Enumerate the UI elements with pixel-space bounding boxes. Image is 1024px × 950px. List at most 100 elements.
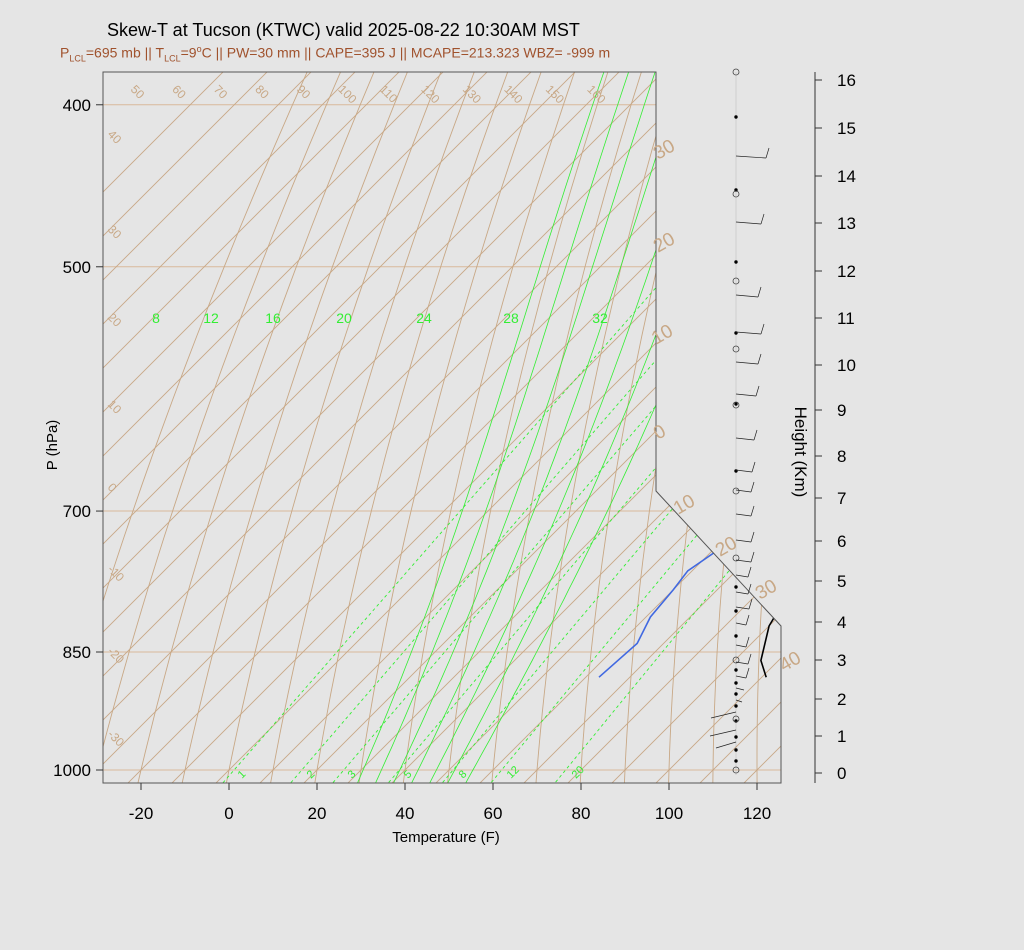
- chart-subtitle: PLCL=695 mb || TLCL=9oC || PW=30 mm || C…: [60, 44, 610, 63]
- isotherm-label-top: 70: [211, 82, 231, 102]
- dry-adiabat-line: [800, 0, 1024, 805]
- dry-adiabat-line: [310, 72, 781, 783]
- dry-adiabat-line: [712, 72, 781, 783]
- isotherm-line: [193, 72, 781, 783]
- parcel-line: [837, 0, 1024, 479]
- wind-barb: [735, 606, 750, 610]
- wind-level-dot: [734, 609, 738, 613]
- dry-adiabat-line: [103, 72, 781, 783]
- isotherm-line: [545, 72, 781, 783]
- mixing-ratio-line: [313, 104, 781, 783]
- moist-adiabat-line: [452, 72, 781, 783]
- isotherm-line: [103, 72, 781, 783]
- wind-barb: [735, 591, 749, 595]
- wind-barb: [735, 469, 753, 473]
- moist-adiabat-label: 32: [592, 310, 608, 326]
- wind-barb: [735, 361, 759, 365]
- height-tick-label: 10: [837, 356, 856, 375]
- x-tick-label: 120: [743, 804, 771, 823]
- chart-title: Skew-T at Tucson (KTWC) valid 2025-08-22…: [107, 20, 580, 40]
- y-tick-label: 700: [63, 502, 91, 521]
- isotherm-line: [898, 0, 1024, 805]
- isotherm-line: [501, 72, 781, 783]
- wind-barb-flag: [745, 667, 750, 679]
- isotherm-label-left: -30: [105, 727, 127, 749]
- moist-adiabat-label: 12: [203, 310, 219, 326]
- wind-barb: [735, 699, 743, 703]
- dry-adiabat-line: [400, 72, 781, 783]
- wind-barb-flag: [751, 461, 756, 473]
- dry-adiabat-line: [885, 0, 1024, 805]
- wind-barb-flag: [760, 323, 765, 335]
- plcl-label: P: [60, 44, 70, 61]
- wind-barb-flag: [757, 286, 762, 298]
- wind-barb-flag: [750, 551, 755, 563]
- wind-level-dot: [734, 704, 738, 708]
- wind-barb-flag: [755, 385, 760, 397]
- isotherm-line: [103, 72, 781, 783]
- moist-adiabat-label: 20: [336, 310, 352, 326]
- isotherm-label-left: 10: [105, 397, 125, 417]
- dry-adiabat-line: [578, 72, 781, 783]
- wind-barb-flag: [745, 636, 750, 648]
- isotherm-line: [413, 72, 781, 783]
- wind-level-dot: [734, 402, 738, 406]
- theta-label: 20: [650, 229, 679, 258]
- dry-adiabat-line: [926, 0, 1024, 805]
- y-tick-label: 500: [63, 258, 91, 277]
- isotherm-label-left: 30: [105, 222, 125, 242]
- wind-barb-flag: [750, 505, 755, 517]
- wind-level-dot: [734, 585, 738, 589]
- wind-barb-flag: [757, 353, 762, 365]
- isotherm-label-top: 140: [501, 82, 525, 106]
- subtitle-rest: C || PW=30 mm || CAPE=395 J || MCAPE=213…: [201, 44, 611, 61]
- isotherm-line: [589, 72, 781, 783]
- calm-wind-circle: [732, 656, 740, 664]
- moist-adiabat-line: [435, 72, 781, 783]
- wind-level-dot: [734, 681, 738, 685]
- calm-wind-circle: [732, 345, 740, 353]
- height-tick-label: 1: [837, 727, 846, 746]
- height-tick-label: 16: [837, 71, 856, 90]
- moist-adiabat-label: 28: [503, 310, 519, 326]
- isotherm-label-left: -10: [105, 562, 127, 584]
- isotherm-line: [103, 72, 781, 783]
- height-tick-label: 4: [837, 613, 846, 632]
- isotherm-line: [105, 72, 781, 783]
- dry-adiabat-line: [533, 72, 781, 783]
- wind-barb-flag: [753, 429, 758, 441]
- wind-barb: [715, 741, 737, 749]
- dry-adiabat-line: [444, 72, 781, 783]
- profile-lines: [598, 0, 1024, 678]
- theta-label: 30: [650, 136, 679, 165]
- wind-level-dot: [734, 115, 738, 119]
- mixing-ratio-line: [423, 104, 781, 783]
- wind-level-dot: [734, 668, 738, 672]
- wind-barb: [709, 729, 737, 737]
- moist-adiabat-label: 24: [416, 310, 432, 326]
- height-tick-label: 12: [837, 262, 856, 281]
- degree-sup: o: [196, 44, 202, 54]
- wind-barb: [735, 513, 752, 517]
- dry-adiabat-line: [1007, 0, 1024, 805]
- plcl-sub: LCL: [69, 53, 86, 64]
- wind-barb: [735, 155, 767, 159]
- isotherm-label-top: 150: [543, 82, 567, 106]
- height-tick-label: 7: [837, 489, 846, 508]
- plcl-value: =695 mb || T: [85, 44, 165, 61]
- wind-barb: [735, 294, 759, 298]
- height-tick-label: 3: [837, 651, 846, 670]
- mixing-ratio-line: [202, 104, 781, 783]
- height-tick-label: 9: [837, 401, 846, 420]
- wind-level-dot: [734, 634, 738, 638]
- calm-wind-circle: [732, 715, 740, 723]
- wind-barb-flag: [748, 598, 753, 610]
- height-tick-label: 2: [837, 690, 846, 709]
- wind-barbs: [709, 68, 770, 775]
- x-tick-label: 80: [572, 804, 591, 823]
- wind-level-dot: [734, 735, 738, 739]
- isotherm-label-left: 20: [105, 310, 125, 330]
- calm-wind-circle: [732, 766, 740, 774]
